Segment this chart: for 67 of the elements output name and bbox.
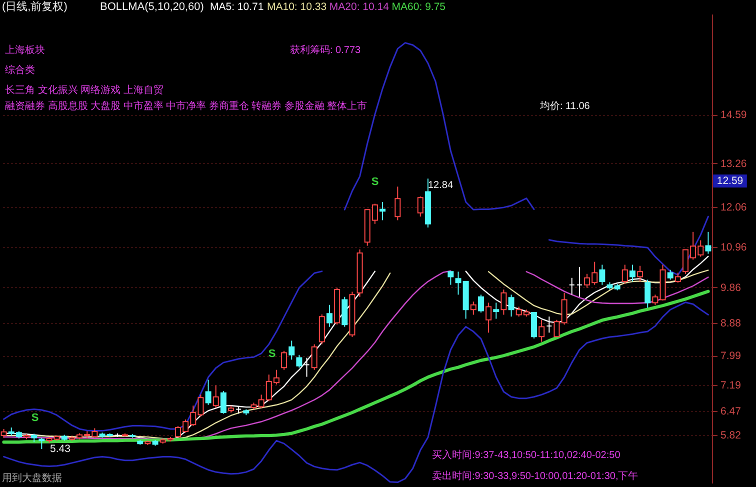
annotation: 卖出时间:9:30-33,9:50-10:00,01:20-01:30,下午 <box>432 470 638 482</box>
candlestick <box>644 279 651 308</box>
text: MA20: 10.14 <box>329 1 390 13</box>
candlestick <box>380 201 386 221</box>
text: MA10: 10.33 <box>267 1 327 13</box>
candlestick <box>470 301 476 316</box>
candlestick <box>652 294 658 306</box>
annotation: 12.84 <box>428 180 454 191</box>
annotation: 均价: 11.06 <box>539 100 590 112</box>
candlestick <box>296 354 302 368</box>
text: MA5: 10.71 <box>210 1 264 13</box>
annotation: 上海板块 <box>5 44 45 56</box>
candlestick <box>576 266 582 298</box>
candlestick <box>38 437 45 450</box>
annotation: 用到大盘数据 <box>2 472 62 484</box>
text: 12.59 <box>716 175 744 187</box>
annotation: 获利筹码: 0.773 <box>290 44 362 56</box>
y-tick-label: 6.47 <box>720 406 742 418</box>
candlestick <box>561 292 568 326</box>
candlestick <box>486 302 492 334</box>
candlestick <box>281 350 288 370</box>
annotation: 买入时间:9:37-43,10:50-11:10,02:40-02:50 <box>432 449 621 461</box>
annotation: 长三角 文化振兴 网络游戏 上海自贸 <box>5 84 164 96</box>
candlestick <box>629 264 636 282</box>
candlestick <box>500 289 507 316</box>
candlestick <box>478 294 484 314</box>
candlestick <box>554 319 560 338</box>
candlestick <box>622 264 628 284</box>
y-tick-label: 5.82 <box>720 429 742 442</box>
candlestick <box>546 316 552 334</box>
candlestick <box>326 304 332 328</box>
candlestick <box>705 231 712 254</box>
annotation: S <box>268 348 276 360</box>
candlestick <box>205 379 212 406</box>
y-tick-label: 13.26 <box>720 158 747 170</box>
y-tick-label: 7.19 <box>720 379 742 392</box>
candlestick <box>508 294 514 318</box>
line-series <box>3 302 709 484</box>
y-tick-label: 8.88 <box>720 318 742 330</box>
candlestick <box>599 264 606 286</box>
annotation: 综合类 <box>5 64 35 76</box>
candlestick <box>448 271 454 286</box>
y-tick-label: 10.96 <box>720 242 747 254</box>
annotation: S <box>31 412 39 424</box>
annotation: S <box>371 176 379 188</box>
y-tick-label: 14.59 <box>720 109 747 122</box>
candlestick <box>212 384 219 408</box>
text: MA60: 9.75 <box>392 1 446 13</box>
candlestick <box>637 265 644 282</box>
y-tick-label: 7.99 <box>720 350 742 362</box>
candlestick <box>394 186 401 221</box>
candlestick <box>493 302 500 320</box>
y-tick-label: 9.86 <box>720 282 742 294</box>
candlestick <box>417 196 424 218</box>
candlestick <box>568 277 575 296</box>
candlestick <box>288 340 295 360</box>
candlestick <box>538 319 545 342</box>
candlestick <box>220 390 226 414</box>
candlestick <box>311 344 318 370</box>
chart-title: (日线,前复权) <box>2 0 68 13</box>
candlestick <box>674 272 681 284</box>
y-tick-label: 12.06 <box>720 202 747 214</box>
candlestick <box>667 269 674 280</box>
candlestick <box>304 357 310 378</box>
annotation: 5.43 <box>50 443 71 455</box>
chart-subtitle: BOLLMA(5,10,20,60) <box>100 1 204 13</box>
annotation: 融资融券 高股息股 大盘股 中市盈率 中市净率 券商重仓 转融券 参股金融 整体上市 <box>5 100 368 112</box>
